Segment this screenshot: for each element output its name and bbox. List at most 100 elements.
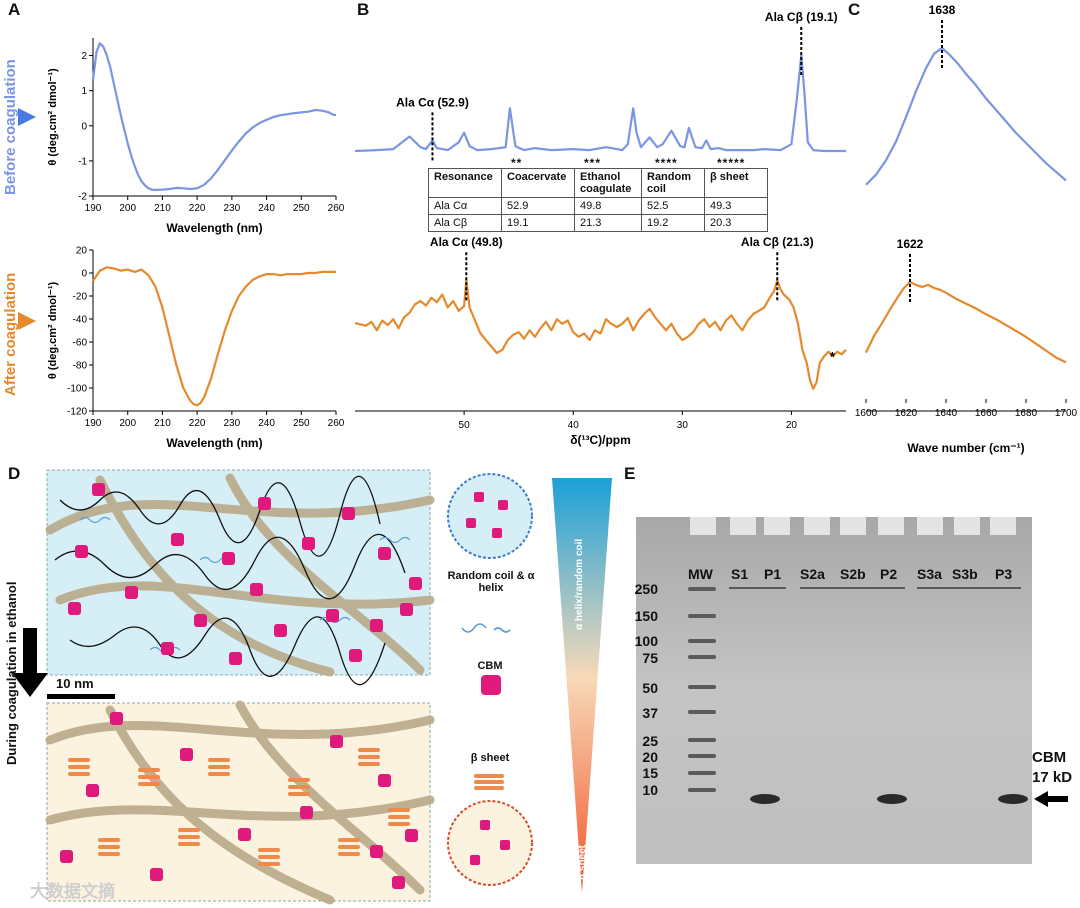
gel-image bbox=[636, 517, 1032, 864]
table-cell: 49.3 bbox=[704, 197, 768, 215]
series-line-A-before bbox=[91, 42, 337, 192]
x-tick-label: 30 bbox=[677, 420, 689, 431]
x-tick-label: 240 bbox=[258, 203, 275, 214]
peak-label: 1622 bbox=[897, 237, 924, 251]
side-label-after: After coagulation bbox=[2, 272, 19, 396]
x-axis-label: Wavelength (nm) bbox=[166, 221, 262, 235]
x-tick-label: 260 bbox=[328, 203, 345, 214]
nmr-table: Resonance Coacervate Ethanol coagulate R… bbox=[428, 168, 768, 232]
x-axis-label: Wavelength (nm) bbox=[166, 436, 262, 450]
panel-a-top-axes bbox=[92, 38, 336, 197]
y-tick-label: -80 bbox=[73, 361, 88, 372]
table-cell: 19.1 bbox=[501, 214, 575, 232]
y-tick-label: -60 bbox=[73, 338, 88, 349]
nmr-table-header: Resonance Coacervate Ethanol coagulate R… bbox=[428, 168, 768, 198]
x-tick-label: 200 bbox=[119, 418, 136, 429]
series-line-A-after bbox=[92, 266, 336, 407]
mw-marker: 15 bbox=[642, 765, 658, 781]
table-cell: 52.5 bbox=[641, 197, 705, 215]
y-tick-label: 20 bbox=[76, 246, 88, 257]
cbm-band-size: 17 kD bbox=[1032, 769, 1073, 786]
peak-label: 1638 bbox=[929, 3, 956, 17]
mw-marker: 20 bbox=[642, 749, 658, 765]
legend-cbm-label: CBM bbox=[477, 660, 503, 672]
x-tick-label: 220 bbox=[189, 203, 206, 214]
y-tick-label: -1 bbox=[78, 156, 87, 167]
lane-label: P1 bbox=[764, 566, 782, 582]
side-label-ethanol: During coagulation in ethanol bbox=[4, 581, 19, 765]
x-tick-label: 50 bbox=[459, 420, 471, 431]
x-axis-label: δ(¹³C)/ppm bbox=[570, 433, 631, 447]
mw-marker: 250 bbox=[634, 581, 658, 597]
table-cell: 20.3 bbox=[704, 214, 768, 232]
th-ethanol: Ethanol coagulate bbox=[574, 168, 642, 198]
legend-coil-label: Random coil & α helix bbox=[447, 570, 535, 594]
star-random-coil: **** bbox=[655, 156, 678, 170]
mw-marker: 150 bbox=[634, 608, 658, 624]
scale-bar bbox=[47, 694, 115, 699]
x-tick-label: 1660 bbox=[975, 408, 998, 419]
series-line-C-before bbox=[865, 46, 1067, 186]
x-tick-label: 260 bbox=[328, 418, 345, 429]
x-tick-label: 1600 bbox=[855, 408, 878, 419]
y-tick-label: 0 bbox=[81, 121, 87, 132]
table-row: Ala Cβ 19.1 21.3 19.2 20.3 bbox=[428, 214, 768, 232]
x-tick-label: 210 bbox=[154, 203, 171, 214]
y-tick-label: 0 bbox=[81, 269, 87, 280]
table-cell: Ala Cβ bbox=[428, 214, 502, 232]
series-line-B-before bbox=[354, 53, 846, 153]
y-tick-label: 2 bbox=[81, 51, 87, 62]
lane-label: MW bbox=[688, 566, 713, 582]
lane-label: S2b bbox=[840, 566, 866, 582]
lane-label: S1 bbox=[731, 566, 749, 582]
x-tick-label: 1700 bbox=[1055, 408, 1078, 419]
y-tick-label: -20 bbox=[73, 292, 88, 303]
after-arrow-icon bbox=[18, 312, 36, 330]
panel-label-b: B bbox=[357, 0, 370, 19]
gradient-top-label: α helix/random coil bbox=[574, 538, 585, 630]
series-line-C-after bbox=[865, 280, 1067, 364]
star-ethanol: *** bbox=[584, 156, 602, 170]
x-tick-label: 230 bbox=[224, 418, 241, 429]
scale-bar-label: 10 nm bbox=[56, 676, 94, 691]
panel-label-d: D bbox=[8, 464, 21, 483]
panel-label-e: E bbox=[624, 464, 636, 483]
cbm-arrow bbox=[1034, 791, 1068, 807]
x-tick-label: 210 bbox=[154, 418, 171, 429]
side-label-before: Before coagulation bbox=[2, 59, 19, 195]
x-tick-label: 190 bbox=[85, 418, 102, 429]
panel-a-bottom-axes bbox=[92, 250, 336, 412]
mw-marker: 25 bbox=[642, 733, 658, 749]
x-tick-label: 1680 bbox=[1015, 408, 1038, 419]
lane-label: S3b bbox=[952, 566, 978, 582]
x-tick-label: 1640 bbox=[935, 408, 958, 419]
table-cell: 52.9 bbox=[501, 197, 575, 215]
y-tick-label: 1 bbox=[81, 86, 87, 97]
structure-gradient-bar bbox=[552, 478, 612, 893]
panel-label-c: C bbox=[848, 0, 861, 19]
y-tick-label: -100 bbox=[67, 384, 87, 395]
chart-marks: 190 200 210 220 230 240 250 260210-1-2Wavelengt… bbox=[47, 3, 1078, 455]
ethanol-arrow bbox=[12, 628, 48, 697]
y-tick-label: -120 bbox=[67, 407, 87, 418]
y-tick-label: -40 bbox=[73, 315, 88, 326]
th-coacervate: Coacervate bbox=[501, 168, 575, 198]
x-tick-label: 250 bbox=[293, 203, 310, 214]
table-row: Ala Cα 52.9 49.8 52.5 49.3 bbox=[428, 197, 768, 215]
x-tick-label: 1620 bbox=[895, 408, 918, 419]
x-tick-label: 250 bbox=[293, 418, 310, 429]
legend-icons bbox=[447, 473, 533, 886]
gradient-bottom-label: β sheet bbox=[577, 844, 588, 880]
star-coacervate: ** bbox=[511, 156, 523, 170]
mw-marker: 100 bbox=[634, 633, 658, 649]
schematic-sheet-state bbox=[45, 700, 435, 905]
watermark: 大数据文摘 bbox=[30, 882, 115, 901]
mw-marker: 37 bbox=[642, 705, 658, 721]
y-axis-label: θ (deg.cm² dmol⁻¹) bbox=[47, 68, 59, 166]
mw-marker: 75 bbox=[642, 650, 658, 666]
lane-label: P2 bbox=[880, 566, 898, 582]
th-random-coil: Random coil bbox=[641, 168, 705, 198]
x-tick-label: 200 bbox=[119, 203, 136, 214]
lane-label: S3a bbox=[917, 566, 942, 582]
